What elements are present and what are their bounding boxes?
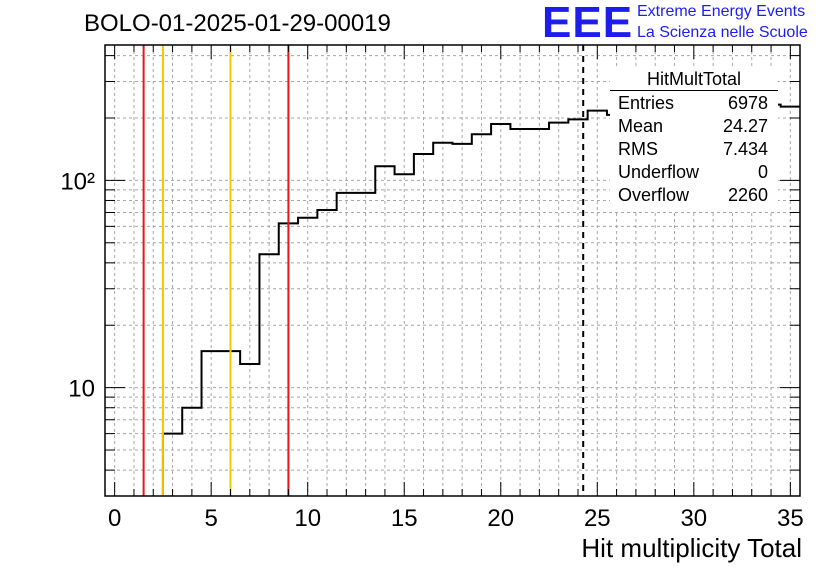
histogram-bin [202,351,221,496]
marker-lines [142,45,585,496]
x-tick-label: 10 [294,505,321,532]
stat-value: 0 [757,162,768,182]
histogram-bin [472,134,491,496]
histogram-bin [259,254,278,496]
stat-label: RMS [618,139,658,159]
histogram-bin [781,107,800,496]
stats-title: HitMultTotal [646,69,742,89]
stat-label: Underflow [618,162,700,182]
histogram-bin [414,154,433,496]
histogram-bin [588,111,607,496]
histogram-bin [491,124,510,496]
stat-row-rms: RMS 7.434 [618,139,768,161]
stat-row-mean: Mean 24.27 [618,116,768,138]
histogram-bin [568,119,587,496]
x-tick-label: 20 [487,505,514,532]
stat-value: 6978 [727,93,768,113]
x-axis-label: Hit multiplicity Total [581,533,802,563]
histogram-bin [317,210,336,496]
histogram-bin [356,193,375,496]
histogram-bin [182,408,201,496]
histogram-bin [549,123,568,496]
y-tick-label: 10 [68,376,95,403]
histogram-bin [298,218,317,496]
stats-box: HitMultTotal Entries 6978 Mean 24.27 RMS… [610,69,778,212]
y-tick-label: 10² [60,168,95,195]
x-tick-label: 35 [777,505,804,532]
histogram-bin [453,144,472,496]
x-tick-label: 15 [391,505,418,532]
histogram-bin [510,129,529,496]
histogram-bin [395,174,414,496]
stat-row-entries: Entries 6978 [618,93,768,115]
stat-row-underflow: Underflow 0 [618,162,768,184]
x-tick-label: 0 [108,505,121,532]
histogram-bin [433,143,452,496]
stat-row-overflow: Overflow 2260 [618,185,768,207]
stat-value: 2260 [727,185,768,205]
x-tick-label: 5 [205,505,218,532]
histogram-bin [530,129,549,496]
logo-line-1: Extreme Energy Events [637,3,806,20]
histogram-bin [163,434,182,496]
stat-label: Overflow [618,185,690,205]
stat-value: 24.27 [722,116,768,136]
x-tick-label: 25 [584,505,611,532]
stats-divider [610,90,778,91]
plot-title: BOLO-01-2025-01-29-00019 [84,10,391,37]
stat-label: Entries [618,93,675,113]
axis-ticks [105,45,800,497]
logo-line-2: La Scienza nelle Scuole [637,24,808,41]
tick-labels: 0 5 10 15 20 25 30 35 10 10² [60,168,803,532]
plot-frame [104,44,801,497]
stat-label: Mean [618,116,664,136]
histogram-bin [240,364,259,496]
eee-logo: EEE [542,0,634,47]
histogram-bin [337,193,356,496]
stat-value: 7.434 [722,139,768,159]
x-tick-label: 30 [680,505,707,532]
grid-layer [105,45,800,497]
histogram-bin [375,166,394,496]
